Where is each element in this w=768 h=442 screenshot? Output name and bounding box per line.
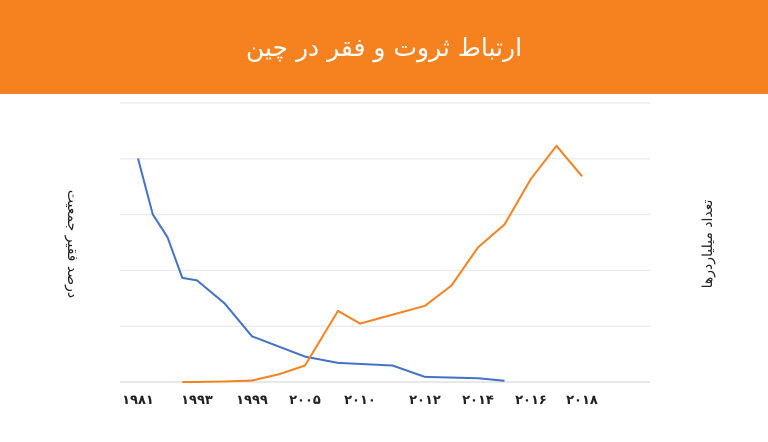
gridlines — [120, 102, 650, 383]
x-tick-label: ۲۰۱۸ — [566, 393, 598, 408]
x-tick-label: ۲۰۰۵ — [289, 393, 321, 408]
x-tick-label: ۲۰۱۴ — [462, 393, 494, 408]
x-tick-labels: ۱۹۸۱ ۱۹۹۳ ۱۹۹۹ ۲۰۰۵ ۲۰۱۰ ۲۰۱۲ ۲۰۱۴ ۲۰۱۶ ۲۰۱۸ — [122, 393, 598, 408]
x-tick-label: ۲۰۱۲ — [409, 393, 441, 408]
series-lines — [137, 144, 583, 383]
x-tick-label: ۱۹۹۳ — [181, 393, 213, 408]
x-tick-label: ۲۰۱۰ — [344, 393, 376, 408]
chart-title: ارتباط ثروت و فقر در چین — [245, 32, 523, 62]
x-tick-label: ۱۹۸۱ — [122, 393, 154, 408]
series-line-blue — [137, 158, 505, 382]
x-tick-label: ۲۰۱۶ — [515, 393, 547, 408]
x-tick-label: ۱۹۹۹ — [236, 393, 268, 408]
title-banner: ارتباط ثروت و فقر در چین — [0, 0, 768, 94]
series-line-orange — [182, 144, 583, 383]
